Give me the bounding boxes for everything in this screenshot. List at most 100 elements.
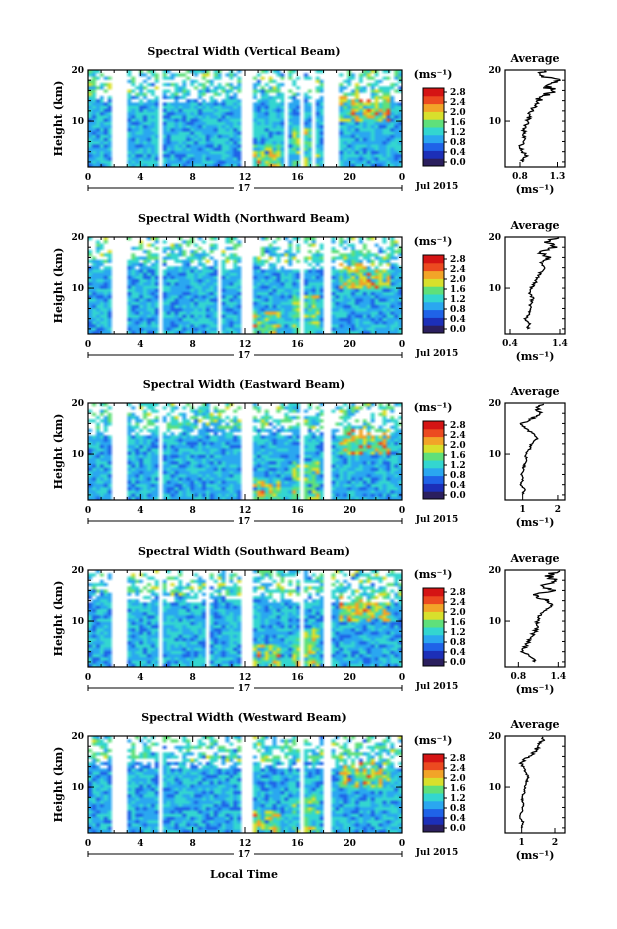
colorbar-unit: (ms⁻¹) xyxy=(414,235,453,248)
panel-title: Spectral Width (Southward Beam) xyxy=(138,545,350,558)
average-y-tick-label: 20 xyxy=(488,399,501,409)
colorbar-segment xyxy=(423,270,444,279)
colorbar-segment xyxy=(423,142,444,151)
x-tick-label: 0 xyxy=(399,839,405,849)
average-profile-line xyxy=(518,70,561,163)
x-tick-label: 8 xyxy=(190,506,196,516)
average-x-label: (ms⁻¹) xyxy=(516,849,555,862)
colorbar-frame xyxy=(422,420,445,500)
colorbar-frame xyxy=(422,87,445,167)
x-tick-label: 4 xyxy=(137,173,143,183)
x-tick-label: 4 xyxy=(137,839,143,849)
average-x-tick-label: 2 xyxy=(555,505,561,515)
x-tick-label: 16 xyxy=(291,839,304,849)
y-axis-label: Height (km) xyxy=(52,248,65,324)
colorbar-segment xyxy=(423,317,444,326)
colorbar-tick-label: 0.8 xyxy=(450,804,466,814)
colorbar-tick-label: 2.8 xyxy=(450,88,466,98)
colorbar-tick-label: 1.2 xyxy=(450,628,466,638)
colorbar-segment xyxy=(423,627,444,636)
colorbar-frame xyxy=(422,753,445,833)
day-label-bg xyxy=(234,183,254,193)
colorbar-tick-label: 0.4 xyxy=(450,148,466,158)
panel-5: Spectral Width (Westward Beam) Height (km… xyxy=(52,711,566,862)
colorbar-tick-label: 0.8 xyxy=(450,138,466,148)
x-tick-label: 4 xyxy=(137,673,143,683)
x-tick-label: 4 xyxy=(137,506,143,516)
colorbar-tick-label: 2.4 xyxy=(450,598,466,608)
x-tick-label: 12 xyxy=(239,839,252,849)
colorbar-tick-label: 1.6 xyxy=(450,618,466,628)
average-frame xyxy=(504,569,566,668)
colorbar-segment xyxy=(423,793,444,802)
average-y-tick-label: 10 xyxy=(488,617,501,627)
x-tick-label: 20 xyxy=(343,340,356,350)
colorbar-tick-label: 0.4 xyxy=(450,481,466,491)
average-title: Average xyxy=(509,219,559,232)
colorbar-segment xyxy=(423,119,444,128)
average-x-tick-label: 0.4 xyxy=(502,339,518,349)
colorbar-segment xyxy=(423,761,444,771)
colorbar-segment xyxy=(423,611,444,620)
average-x-tick-label: 1.3 xyxy=(550,172,566,182)
colorbar-tick-label: 1.6 xyxy=(450,118,466,128)
colorbar-segment xyxy=(423,262,444,272)
colorbar-segment xyxy=(423,103,444,112)
spectral-width-heatmap xyxy=(88,736,402,833)
colorbar-segment xyxy=(423,619,444,628)
colorbar-tick-label: 2.0 xyxy=(450,275,466,285)
x-tick-label: 20 xyxy=(343,173,356,183)
day-label: 17 xyxy=(238,184,251,194)
average-x-tick-label: 0.8 xyxy=(512,172,528,182)
average-x-tick-label: 1 xyxy=(519,838,525,848)
colorbar-segment xyxy=(423,421,444,430)
spectral-width-heatmap xyxy=(88,237,402,334)
colorbar-tick-label: 2.4 xyxy=(450,764,466,774)
average-title: Average xyxy=(509,718,559,731)
colorbar-segment xyxy=(423,769,444,778)
panel-3: Spectral Width (Eastward Beam) Height (km… xyxy=(52,378,566,529)
colorbar-unit: (ms⁻¹) xyxy=(414,568,453,581)
y-tick-label: 20 xyxy=(71,233,84,243)
colorbar-tick-label: 2.4 xyxy=(450,265,466,275)
y-tick-label: 20 xyxy=(71,566,84,576)
spectral-width-heatmap xyxy=(88,570,402,667)
date-label: Jul 2015 xyxy=(415,515,458,525)
average-profile-line xyxy=(522,237,560,330)
date-label: Jul 2015 xyxy=(415,848,458,858)
average-frame xyxy=(504,236,566,335)
x-axis-label: Local Time xyxy=(210,868,278,881)
average-y-tick-label: 10 xyxy=(488,284,501,294)
day-label: 17 xyxy=(238,850,251,860)
panel-1: Spectral Width (Vertical Beam) Height (km… xyxy=(52,45,566,196)
x-tick-label: 4 xyxy=(137,340,143,350)
colorbar-segment xyxy=(423,595,444,605)
y-axis-label: Height (km) xyxy=(52,414,65,490)
panel-4: Spectral Width (Southward Beam) Height (k… xyxy=(52,545,566,696)
average-x-tick-label: 2 xyxy=(552,838,558,848)
colorbar-unit: (ms⁻¹) xyxy=(414,68,453,81)
panel-2: Spectral Width (Northward Beam) Height (k… xyxy=(52,212,568,363)
colorbar-tick-label: 0.8 xyxy=(450,305,466,315)
colorbar-tick-label: 1.6 xyxy=(450,784,466,794)
colorbar-tick-label: 2.0 xyxy=(450,774,466,784)
colorbar-tick-label: 1.2 xyxy=(450,295,466,305)
x-tick-label: 0 xyxy=(399,506,405,516)
y-tick-label: 20 xyxy=(71,732,84,742)
colorbar-segment xyxy=(423,483,444,492)
average-frame xyxy=(504,69,566,168)
day-label: 17 xyxy=(238,517,251,527)
day-label: 17 xyxy=(238,684,251,694)
average-x-label: (ms⁻¹) xyxy=(516,350,555,363)
x-tick-label: 8 xyxy=(190,839,196,849)
y-axis-label: Height (km) xyxy=(52,747,65,823)
y-tick-label: 10 xyxy=(71,783,84,793)
colorbar-tick-label: 2.8 xyxy=(450,421,466,431)
y-tick-label: 10 xyxy=(71,450,84,460)
average-x-label: (ms⁻¹) xyxy=(516,683,555,696)
average-x-tick-label: 1.4 xyxy=(550,672,566,682)
colorbar-tick-label: 0.0 xyxy=(450,658,466,668)
colorbar-tick-label: 0.4 xyxy=(450,814,466,824)
spectral-width-heatmap xyxy=(88,403,402,500)
x-tick-label: 20 xyxy=(343,839,356,849)
